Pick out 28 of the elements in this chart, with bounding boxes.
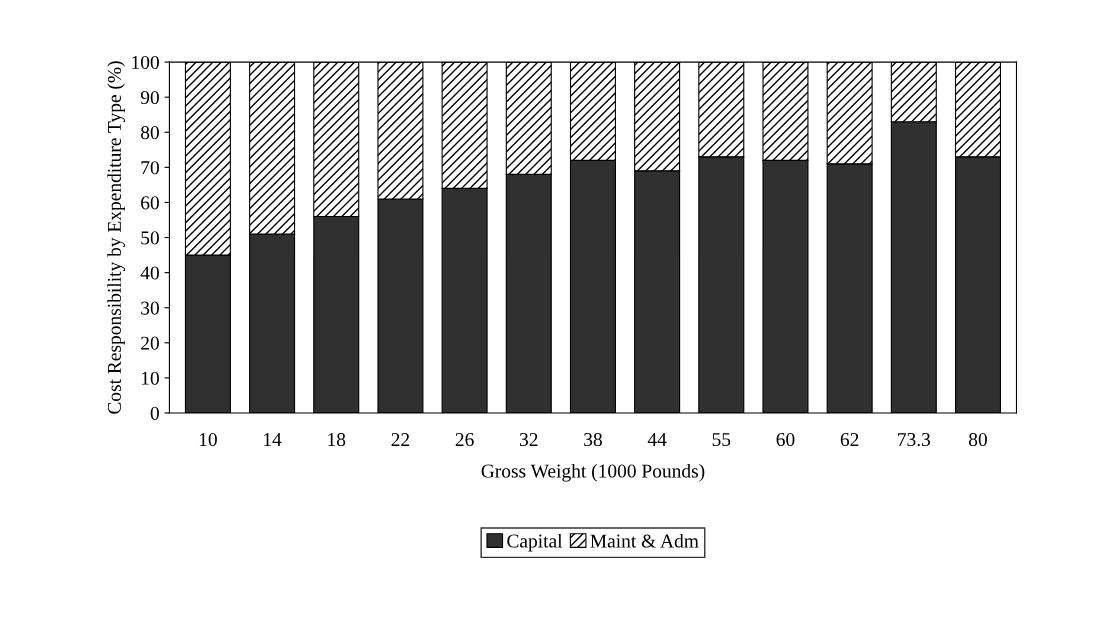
x-tick-label: 80 [969, 432, 987, 447]
x-tick-label: 18 [328, 432, 346, 447]
x-tick-label: 14 [264, 433, 282, 446]
x-tick-label: 38 [584, 432, 602, 447]
x-tick-label: 62 [840, 433, 859, 447]
y-tick-label: 30 [141, 301, 159, 315]
y-tick-label: 70 [141, 161, 159, 175]
x-tick-label: 60 [776, 432, 795, 447]
y-tick-label: 80 [140, 126, 159, 140]
x-tick-label: 44 [647, 433, 667, 446]
x-tick-label: 55 [712, 433, 731, 447]
y-tick-label: 100 [132, 55, 159, 70]
y-axis-title: Cost Responsibility by Expenditure Type (%) [107, 61, 125, 414]
legend-label: Capital [507, 533, 563, 552]
y-tick-label: 0 [150, 406, 159, 420]
y-tick-label: 20 [141, 336, 159, 350]
x-tick-label: 10 [199, 432, 217, 447]
y-tick-label: 10 [141, 371, 159, 385]
y-tick-label: 60 [141, 196, 159, 210]
y-tick-label: 50 [141, 231, 159, 245]
x-tick-label: 32 [519, 433, 538, 447]
legend-label: Maint & Adm [590, 533, 699, 548]
x-tick-label: 22 [391, 433, 410, 446]
y-tick-label: 40 [140, 266, 159, 280]
x-axis-title: Gross Weight (1000 Pounds) [481, 463, 705, 482]
x-tick-label: 73.3 [898, 433, 931, 447]
x-tick-label: 26 [455, 433, 474, 447]
y-tick-label: 90 [140, 91, 159, 105]
